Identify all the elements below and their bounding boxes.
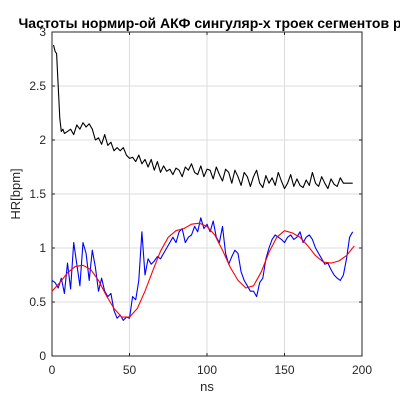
series-line-2 <box>51 222 355 318</box>
x-tick-label-1: 50 <box>123 363 137 377</box>
x-axis-label: ns <box>200 379 214 394</box>
y-tick-label-6: 3 <box>39 25 46 39</box>
x-tick-label-3: 150 <box>274 363 294 377</box>
chart-title: Частоты нормир-ой АКФ сингуляр-х троек с… <box>18 15 400 31</box>
x-tick-label-0: 0 <box>49 363 56 377</box>
y-axis-label: HR[bpm] <box>8 168 23 219</box>
x-tick-label-2: 100 <box>197 363 217 377</box>
y-tick-label-2: 1 <box>39 241 46 255</box>
series-layer <box>51 44 355 321</box>
y-tick-label-1: 0.5 <box>29 295 46 309</box>
y-tick-label-5: 2.5 <box>29 79 46 93</box>
y-tick-label-3: 1.5 <box>29 187 46 201</box>
series-line-1 <box>51 217 354 321</box>
grid <box>51 31 363 357</box>
ticks: 0 50 100 150 200 0 0.5 1 1.5 2 2.5 3 <box>29 25 372 377</box>
y-tick-label-4: 2 <box>39 133 46 147</box>
series-line-0 <box>52 44 353 190</box>
y-tick-label-0: 0 <box>39 349 46 363</box>
x-tick-label-4: 200 <box>352 363 372 377</box>
